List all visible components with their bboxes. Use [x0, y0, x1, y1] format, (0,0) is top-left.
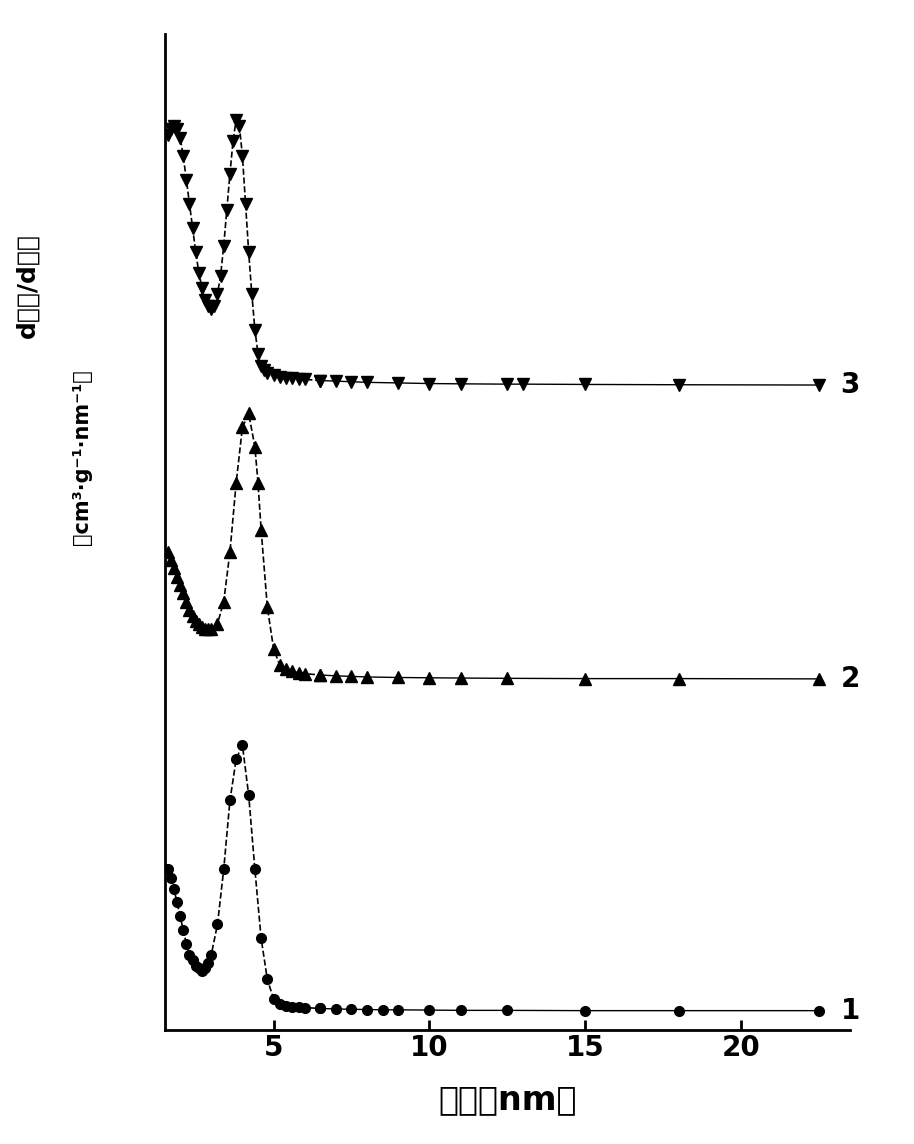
Text: 1: 1	[841, 996, 860, 1025]
X-axis label: 孔径（nm）: 孔径（nm）	[438, 1083, 577, 1117]
Text: 3: 3	[841, 371, 860, 399]
Text: （cm³·g⁻¹·nm⁻¹）: （cm³·g⁻¹·nm⁻¹）	[72, 370, 92, 546]
Text: d孔容/d孔径: d孔容/d孔径	[16, 233, 39, 339]
Text: 2: 2	[841, 665, 860, 693]
